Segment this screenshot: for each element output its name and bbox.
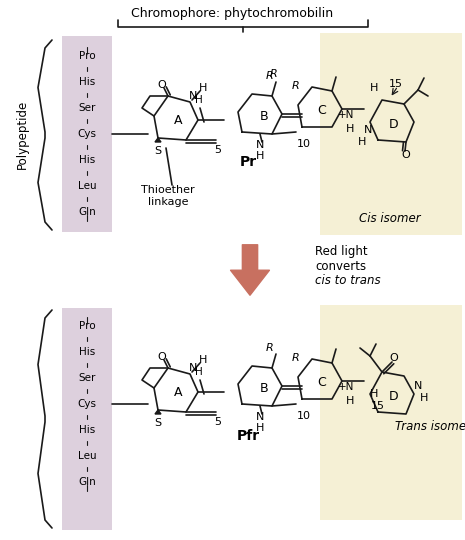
Text: R: R [266, 343, 274, 353]
Text: H: H [346, 124, 354, 134]
Text: H: H [195, 95, 203, 105]
Text: 5: 5 [214, 417, 221, 427]
Text: R: R [292, 81, 300, 91]
Polygon shape [155, 138, 161, 142]
Text: O: O [158, 352, 166, 362]
Text: Chromophore: phytochromobilin: Chromophore: phytochromobilin [131, 8, 333, 21]
Text: S: S [154, 418, 161, 428]
Text: Pr: Pr [239, 155, 257, 169]
Text: 15: 15 [389, 79, 403, 89]
Text: B: B [259, 381, 268, 395]
Text: H: H [370, 83, 378, 93]
Text: H: H [199, 355, 207, 365]
Text: C: C [318, 104, 326, 117]
Text: 15: 15 [371, 401, 385, 411]
Text: His: His [79, 77, 95, 87]
Text: N: N [364, 125, 372, 135]
Text: R: R [270, 69, 278, 79]
Text: D: D [389, 389, 399, 402]
Text: +N: +N [338, 382, 354, 392]
Text: C: C [318, 375, 326, 388]
Text: 5: 5 [214, 145, 221, 155]
Text: H: H [195, 367, 203, 377]
FancyBboxPatch shape [320, 33, 462, 235]
Text: Ser: Ser [78, 373, 96, 383]
Text: converts: converts [315, 260, 366, 273]
Text: H: H [420, 393, 428, 403]
Text: N: N [414, 381, 422, 391]
Text: His: His [79, 347, 95, 357]
Text: +N: +N [338, 110, 354, 120]
Text: O: O [158, 80, 166, 90]
Text: Polypeptide: Polypeptide [15, 99, 28, 168]
Text: A: A [174, 114, 182, 127]
Text: R: R [266, 71, 274, 81]
Text: H: H [256, 151, 264, 161]
Text: Gln: Gln [78, 477, 96, 487]
Text: N: N [189, 91, 197, 101]
Text: Leu: Leu [78, 451, 96, 461]
Text: 10: 10 [297, 411, 311, 421]
Text: H: H [256, 423, 264, 433]
Text: D: D [389, 118, 399, 131]
Text: Thioether
linkage: Thioether linkage [141, 185, 195, 207]
Text: B: B [259, 110, 268, 123]
Text: Cys: Cys [78, 399, 97, 409]
Polygon shape [155, 410, 161, 414]
Text: N: N [256, 412, 264, 422]
Text: H: H [358, 137, 366, 147]
Text: Pro: Pro [79, 321, 95, 331]
Text: N: N [256, 140, 264, 150]
Text: Pfr: Pfr [236, 429, 259, 443]
Text: A: A [174, 387, 182, 400]
Text: Red light: Red light [315, 246, 368, 259]
FancyBboxPatch shape [62, 36, 112, 232]
Text: O: O [402, 150, 411, 160]
Text: Trans isomer: Trans isomer [395, 420, 465, 433]
FancyBboxPatch shape [62, 308, 112, 530]
Text: 10: 10 [297, 139, 311, 149]
Text: cis to trans: cis to trans [315, 273, 381, 287]
Text: Pro: Pro [79, 51, 95, 61]
Text: His: His [79, 155, 95, 165]
Text: Cis isomer: Cis isomer [359, 212, 421, 225]
Text: Gln: Gln [78, 207, 96, 217]
Text: H: H [370, 389, 378, 399]
Text: Leu: Leu [78, 181, 96, 191]
Text: H: H [199, 83, 207, 93]
Text: O: O [390, 353, 399, 363]
Text: His: His [79, 425, 95, 435]
Text: N: N [189, 363, 197, 373]
FancyBboxPatch shape [320, 305, 462, 520]
Text: S: S [154, 146, 161, 156]
Text: R: R [292, 353, 300, 363]
Text: Ser: Ser [78, 103, 96, 113]
Text: Cys: Cys [78, 129, 97, 139]
Text: H: H [346, 396, 354, 406]
